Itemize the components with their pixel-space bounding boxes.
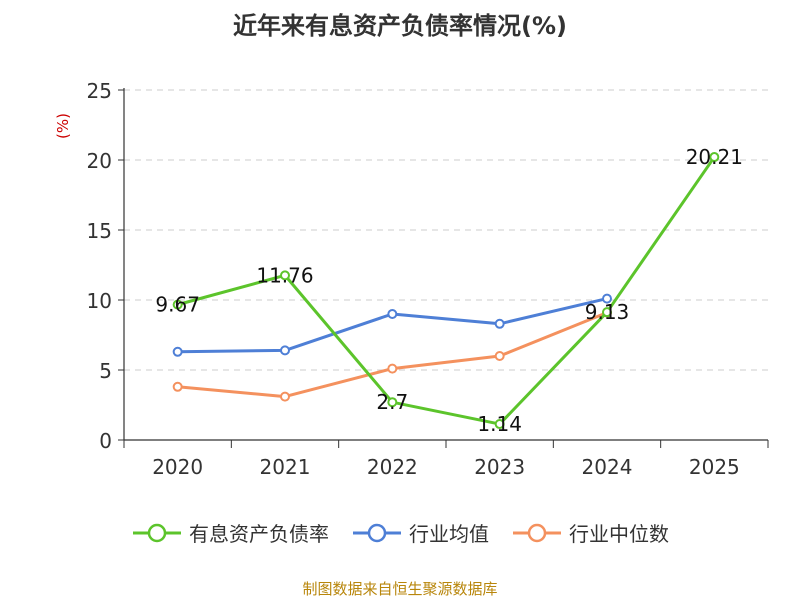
series-line-2 xyxy=(177,311,608,399)
y-tick-label: 10 xyxy=(87,289,112,313)
data-point[interactable] xyxy=(172,299,183,310)
data-point[interactable] xyxy=(280,345,290,356)
data-point[interactable] xyxy=(387,397,398,408)
data-point[interactable] xyxy=(494,419,505,430)
y-tick-label: 25 xyxy=(87,79,112,103)
data-label: 9.13 xyxy=(585,300,630,324)
data-label: 20.21 xyxy=(686,145,743,169)
data-labels: 9.67 11.76 2.7 1.14 9.13 20.21 xyxy=(155,145,743,436)
x-tick-label: 2021 xyxy=(260,455,311,479)
legend-item-industry-mean[interactable]: 行业均值 xyxy=(351,518,489,547)
series-line-0 xyxy=(177,156,716,426)
data-point[interactable] xyxy=(387,309,398,319)
source-note: 制图数据来自恒生聚源数据库 xyxy=(302,580,498,598)
data-label: 1.14 xyxy=(477,412,522,436)
data-point[interactable] xyxy=(280,270,290,281)
y-tick-label: 15 xyxy=(87,219,112,243)
data-label: 11.76 xyxy=(256,263,313,287)
x-tick-label: 2025 xyxy=(689,455,740,479)
y-tick-label: 0 xyxy=(99,429,112,453)
legend-label: 有息资产负债率 xyxy=(189,522,329,546)
data-point[interactable] xyxy=(494,351,505,361)
chart-title: 近年来有息资产负债率情况(%) xyxy=(233,12,567,40)
data-point[interactable] xyxy=(172,346,183,357)
data-point[interactable] xyxy=(387,363,398,374)
data-label: 2.7 xyxy=(376,390,408,414)
x-tick-labels: 2020 2021 2022 2023 2024 2025 xyxy=(152,455,740,479)
data-point[interactable] xyxy=(602,307,612,318)
legend: 有息资产负债率 行业均值 行业中位数 xyxy=(0,518,800,547)
series-lines xyxy=(172,152,720,430)
data-point[interactable] xyxy=(709,152,720,163)
legend-marker-icon xyxy=(513,523,561,542)
legend-label: 行业中位数 xyxy=(569,522,669,546)
data-label: 9.67 xyxy=(155,293,200,317)
x-tick-label: 2020 xyxy=(152,455,203,479)
axes xyxy=(118,88,769,448)
legend-marker-icon xyxy=(353,523,401,542)
y-tick-labels: 0 5 10 15 20 25 xyxy=(87,79,112,453)
series-line-1 xyxy=(177,297,608,354)
grid-lines xyxy=(124,89,768,371)
legend-label: 行业均值 xyxy=(409,522,489,546)
x-tick-label: 2023 xyxy=(474,455,525,479)
data-point[interactable] xyxy=(280,391,290,402)
data-point[interactable] xyxy=(602,293,612,304)
x-tick-label: 2024 xyxy=(582,455,633,479)
y-axis-label: (%) xyxy=(54,113,72,139)
y-tick-label: 20 xyxy=(87,149,112,173)
legend-item-industry-median[interactable]: 行业中位数 xyxy=(511,518,669,547)
legend-marker-icon xyxy=(133,523,181,542)
data-point[interactable] xyxy=(172,381,183,392)
x-tick-label: 2022 xyxy=(367,455,418,479)
data-point[interactable] xyxy=(494,318,505,329)
y-tick-label: 5 xyxy=(99,359,112,383)
legend-item-interest-debt-ratio[interactable]: 有息资产负债率 xyxy=(131,518,329,547)
